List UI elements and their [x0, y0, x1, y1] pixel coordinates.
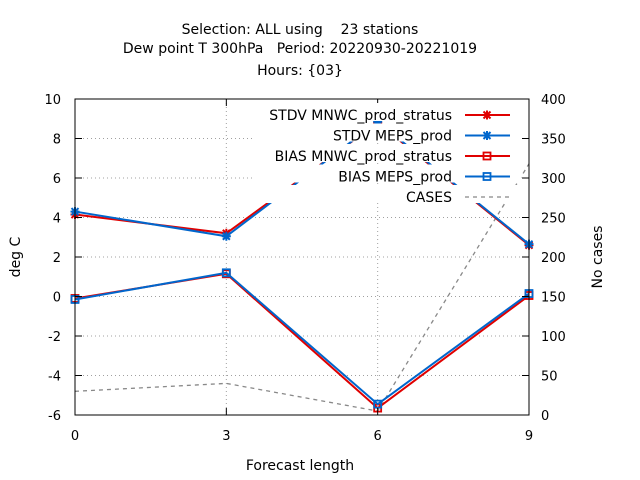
- y2-tick-label: 300: [541, 172, 566, 187]
- y2-tick-label: 0: [541, 409, 549, 424]
- legend-background: [255, 123, 521, 142]
- y-tick-label: -4: [48, 370, 61, 385]
- x-tick-label: 0: [71, 429, 79, 444]
- series-4: [74, 163, 530, 412]
- title-line-2: Dew point T 300hPa Period: 20220930-2022…: [123, 41, 477, 57]
- legend-marker: [482, 172, 492, 181]
- y2-tick-label: 200: [541, 251, 566, 266]
- series-line: [74, 163, 530, 412]
- legend-label: BIAS MNWC_prod_stratus: [275, 149, 452, 165]
- y2-tick-label: 150: [541, 291, 566, 306]
- legend-marker: [482, 110, 492, 120]
- title-line-1: Selection: ALL using 23 stations: [182, 22, 419, 38]
- y-tick-label: 10: [44, 93, 61, 108]
- legend-label: STDV MNWC_prod_stratus: [269, 108, 452, 124]
- data-point: [221, 231, 231, 241]
- x-axis-label: Forecast length: [246, 458, 354, 474]
- data-point: [221, 268, 231, 278]
- legend-background: [255, 185, 521, 203]
- legend-background: [255, 164, 521, 183]
- y2-tick-label: 400: [541, 93, 566, 108]
- series-3: [70, 268, 534, 409]
- data-point: [373, 399, 383, 409]
- y-axis-label: deg C: [8, 236, 24, 277]
- y-tick-label: 6: [53, 172, 61, 187]
- y-tick-label: -2: [48, 330, 61, 345]
- series-line: [74, 272, 530, 410]
- legend-label: CASES: [406, 190, 452, 206]
- y-tick-label: 8: [53, 133, 61, 148]
- y2-tick-label: 350: [541, 133, 566, 148]
- legend-label: BIAS MEPS_prod: [338, 170, 452, 186]
- x-tick-label: 3: [222, 429, 230, 444]
- chart-title: Selection: ALL using 23 stations Dew poi…: [123, 22, 477, 79]
- x-tick-label: 9: [525, 429, 533, 444]
- legend-marker: [482, 131, 492, 140]
- legend-marker: [482, 151, 492, 161]
- y2-axis-label: No cases: [590, 226, 606, 289]
- y-tick-label: 2: [53, 251, 61, 266]
- y-tick-label: 4: [53, 212, 61, 227]
- x-tick-label: 6: [374, 429, 382, 444]
- y-tick-label: -6: [48, 409, 61, 424]
- series-line: [74, 271, 530, 406]
- legend-background: [255, 103, 521, 121]
- legend: STDV MNWC_prod_stratus STDV MEPS_prod BIAS…: [255, 103, 521, 206]
- title-line-3: Hours: {03}: [257, 63, 343, 79]
- legend-label: STDV MEPS_prod: [333, 129, 452, 145]
- y2-tick-label: 100: [541, 330, 566, 345]
- legend-background: [255, 144, 521, 162]
- y2-tick-label: 50: [541, 370, 558, 385]
- y-tick-label: 0: [53, 291, 61, 306]
- y2-tick-label: 250: [541, 212, 566, 227]
- data-point: [373, 117, 383, 127]
